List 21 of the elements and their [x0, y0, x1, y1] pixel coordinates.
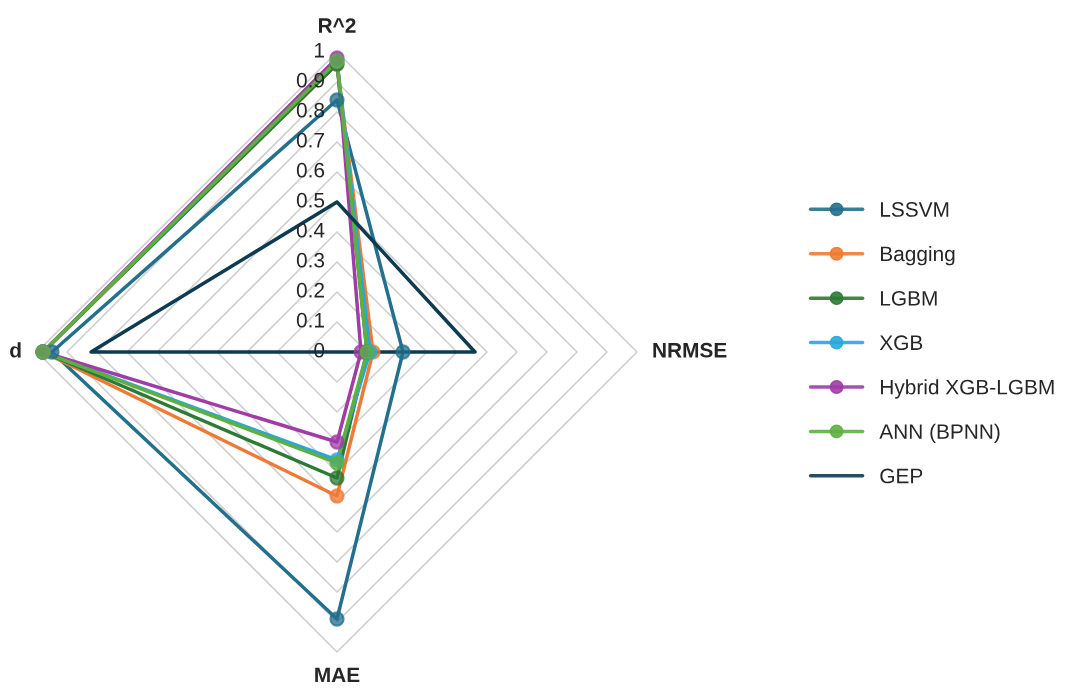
y-tick-label: 0.2	[296, 282, 324, 298]
legend-label: ANN (BPNN)	[879, 423, 1000, 444]
y-tick-label: 0.4	[296, 222, 325, 238]
y-tick-label: 0.6	[296, 162, 325, 178]
legend-label: Hybrid XGB-LGBM	[881, 379, 1054, 399]
y-tick-label: 0.7	[296, 132, 324, 148]
spoke-label: d	[10, 342, 21, 358]
legend-label: XGB	[879, 335, 923, 351]
y-tick-label: 0.8	[296, 102, 325, 118]
legend-label: GEP	[880, 468, 923, 484]
y-tick-label: 0.5	[296, 192, 325, 208]
y-tick-label: 0.3	[296, 252, 325, 268]
legend-label: Bagging	[881, 245, 955, 266]
legend-label: LSSVM	[881, 202, 949, 217]
legend-label: LGBM	[881, 290, 937, 306]
spoke-label: NRMSE	[653, 342, 727, 358]
y-tick-label: 0.1	[296, 312, 324, 328]
y-tick-label: 1	[315, 43, 324, 58]
y-tick-label: 0	[314, 342, 325, 358]
spoke-label: MAE	[315, 667, 360, 683]
spoke-label: R^2	[318, 18, 356, 33]
